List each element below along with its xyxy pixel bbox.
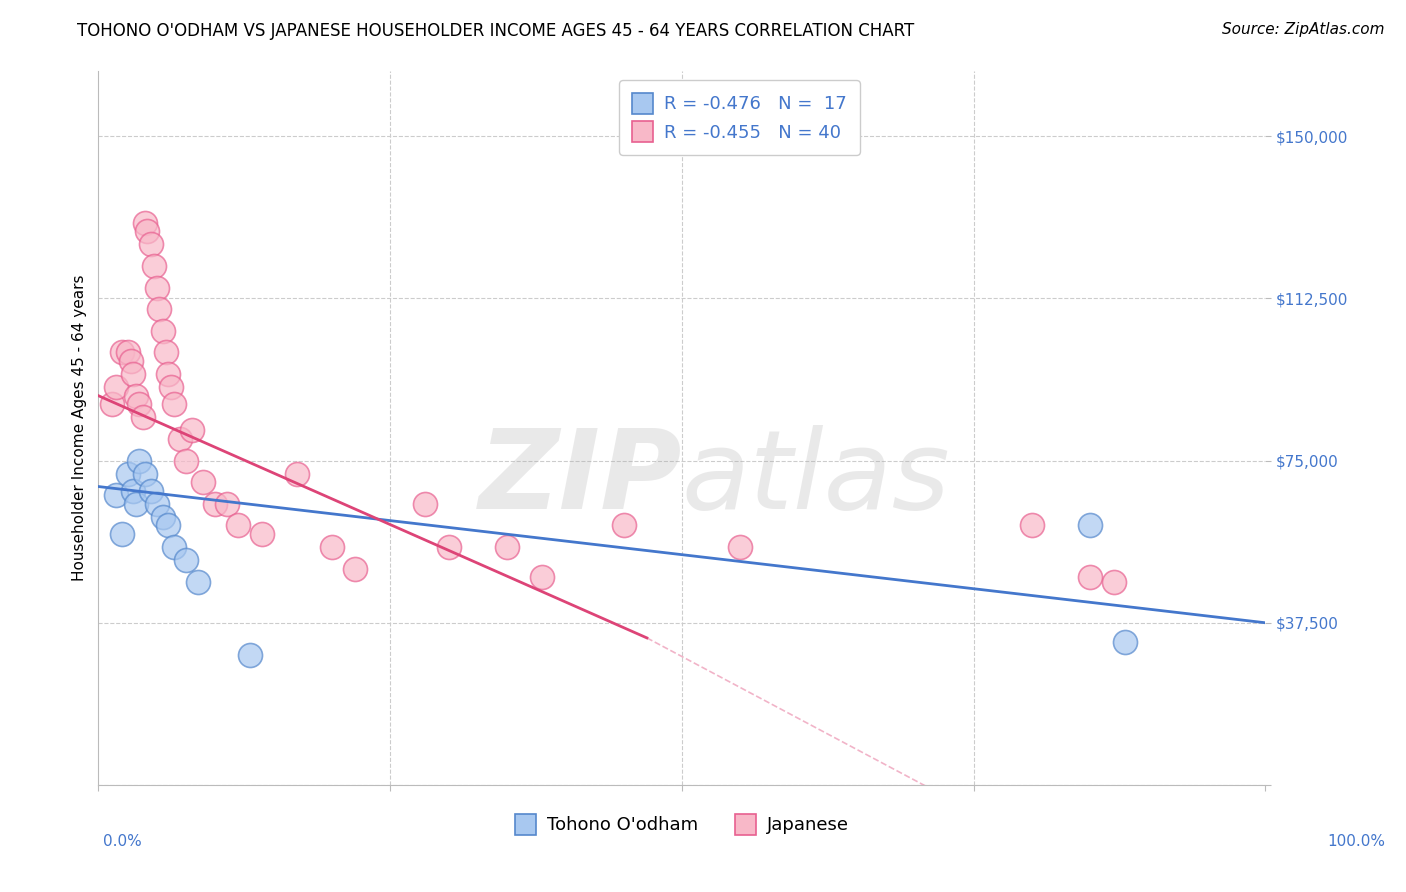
Point (228, 518, 250, 533)
Point (122, 483, 145, 498)
Point (1080, 570, 1102, 584)
Text: ZIP: ZIP (478, 425, 682, 532)
Point (180, 423, 202, 437)
Point (530, 570, 553, 584)
Point (117, 467, 139, 481)
Point (204, 497, 226, 511)
Y-axis label: Householder Income Ages 45 - 64 years: Householder Income Ages 45 - 64 years (72, 275, 87, 582)
Point (215, 497, 238, 511)
Point (163, 397, 186, 411)
Point (125, 497, 148, 511)
Point (612, 518, 634, 533)
Point (730, 540, 752, 554)
Point (128, 453, 150, 467)
Point (163, 540, 186, 554)
Point (250, 527, 273, 541)
Point (136, 224, 159, 238)
Text: 100.0%: 100.0% (1327, 834, 1385, 849)
Text: TOHONO O'ODHAM VS JAPANESE HOUSEHOLDER INCOME AGES 45 - 64 YEARS CORRELATION CHA: TOHONO O'ODHAM VS JAPANESE HOUSEHOLDER I… (77, 22, 914, 40)
Point (285, 467, 308, 481)
Point (125, 389, 148, 403)
Point (155, 345, 177, 359)
Legend: Tohono O'odham, Japanese: Tohono O'odham, Japanese (502, 801, 862, 847)
Point (1114, 635, 1136, 649)
Point (187, 574, 209, 589)
Point (413, 497, 436, 511)
Point (321, 540, 343, 554)
Point (128, 397, 150, 411)
Point (146, 497, 169, 511)
Point (174, 453, 197, 467)
Point (120, 354, 142, 368)
Point (496, 540, 519, 554)
Point (148, 302, 170, 317)
Point (146, 280, 169, 294)
Point (111, 527, 134, 541)
Point (104, 380, 127, 394)
Point (111, 345, 134, 359)
Point (1021, 518, 1043, 533)
Point (101, 397, 124, 411)
Point (132, 410, 155, 425)
Point (152, 324, 174, 338)
Point (193, 475, 215, 490)
Point (134, 467, 156, 481)
Point (437, 540, 460, 554)
Text: 0.0%: 0.0% (103, 834, 142, 849)
Point (174, 553, 197, 567)
Point (139, 237, 162, 252)
Point (239, 648, 262, 663)
Point (104, 488, 127, 502)
Text: Source: ZipAtlas.com: Source: ZipAtlas.com (1222, 22, 1385, 37)
Point (139, 483, 162, 498)
Point (117, 345, 139, 359)
Point (159, 380, 181, 394)
Point (1102, 574, 1125, 589)
Point (152, 509, 174, 524)
Text: atlas: atlas (682, 425, 950, 532)
Point (122, 367, 145, 381)
Point (157, 367, 180, 381)
Point (143, 259, 166, 273)
Point (1080, 518, 1102, 533)
Point (134, 216, 156, 230)
Point (157, 518, 180, 533)
Point (169, 432, 191, 446)
Point (344, 562, 367, 576)
